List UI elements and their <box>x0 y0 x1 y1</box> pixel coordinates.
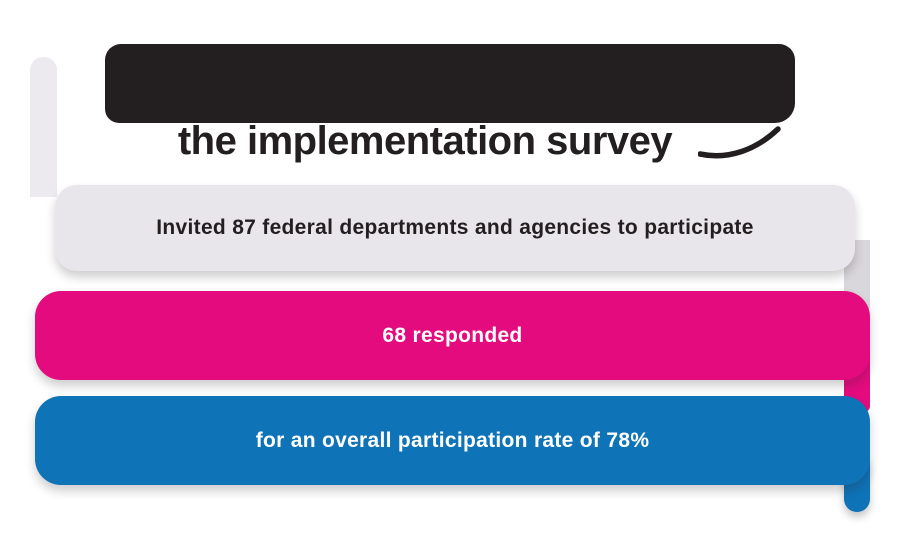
connector-title-to-step1 <box>30 57 57 197</box>
title-swoosh-icon <box>698 126 781 159</box>
step-responded-bar: 68 responded <box>35 291 870 380</box>
step-rate-label: for an overall participation rate of 78% <box>255 428 650 452</box>
step-rate-bar: for an overall participation rate of 78% <box>35 396 870 485</box>
title-block <box>105 44 795 123</box>
step-responded-label: 68 responded <box>382 323 523 347</box>
step-invited-label: Invited 87 federal departments and agenc… <box>156 216 754 239</box>
title-text: the implementation survey <box>177 118 673 163</box>
step-invited-bar: Invited 87 federal departments and agenc… <box>55 185 855 271</box>
